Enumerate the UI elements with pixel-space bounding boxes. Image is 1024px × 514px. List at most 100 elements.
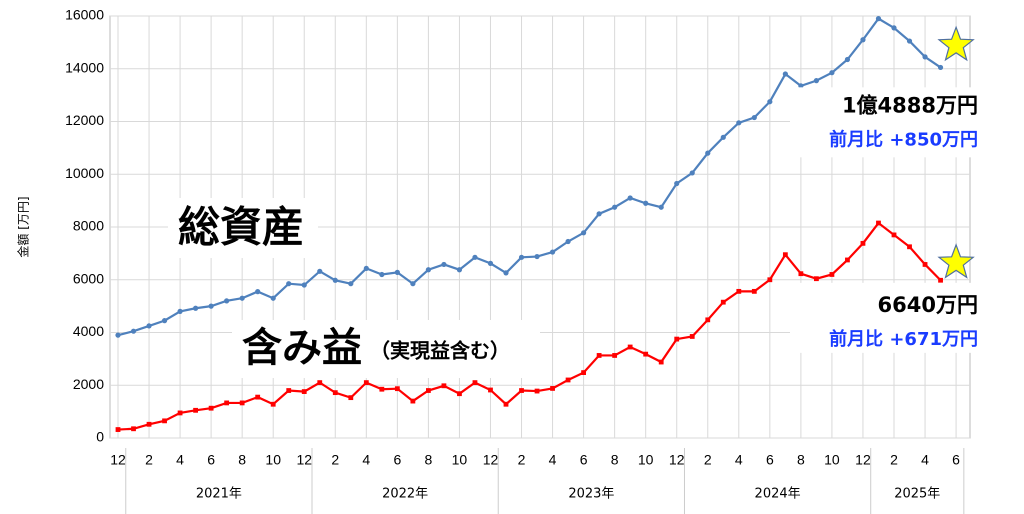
point (938, 277, 943, 283)
y-tick-label: 0 (96, 429, 104, 445)
point (208, 303, 214, 309)
x-tick-label: 12 (296, 452, 312, 468)
y-tick-label: 2000 (73, 376, 104, 392)
point (922, 54, 928, 60)
point (736, 120, 742, 126)
point (643, 200, 649, 206)
x-tick-label: 10 (265, 452, 281, 468)
point (177, 308, 183, 314)
point (906, 38, 913, 44)
point (348, 281, 354, 287)
point (860, 37, 866, 43)
point (813, 78, 820, 84)
year-label: 2024年 (755, 487, 801, 502)
point (425, 267, 431, 273)
point (115, 427, 121, 432)
point (674, 180, 680, 187)
label-bg (790, 87, 980, 158)
point (193, 407, 198, 413)
latest-label: 1億4888万円 (842, 93, 978, 117)
point (348, 395, 354, 401)
point (705, 317, 711, 323)
point (829, 70, 835, 76)
point (798, 271, 804, 277)
point (379, 386, 385, 392)
point (534, 388, 540, 394)
point (643, 351, 649, 357)
point (705, 150, 711, 156)
latest-star (937, 243, 975, 279)
x-tick-label: 4 (921, 452, 929, 468)
point (286, 388, 292, 393)
year-label: 2022年 (382, 487, 428, 502)
x-tick-label: 6 (952, 452, 960, 468)
series-note: （実現益含む） (370, 339, 510, 363)
y-tick-label: 10000 (65, 165, 104, 181)
point (658, 359, 664, 365)
x-tick-label: 4 (362, 452, 370, 468)
point (549, 249, 556, 255)
point (239, 295, 245, 301)
point (503, 270, 509, 276)
point (612, 353, 618, 358)
x-tick-label: 12 (483, 452, 499, 468)
latest-star (937, 25, 975, 62)
x-tick-label: 4 (549, 452, 557, 468)
x-tick-label: 2 (704, 452, 712, 468)
point (457, 391, 462, 397)
point (270, 295, 276, 301)
point (255, 394, 261, 400)
x-tick-label: 2 (890, 452, 898, 468)
point (332, 277, 338, 283)
point (317, 268, 323, 274)
x-tick-label: 2 (518, 452, 526, 468)
x-tick-label: 2 (331, 452, 339, 468)
point (410, 398, 416, 404)
point (146, 323, 152, 329)
point (782, 71, 788, 77)
label-bg (232, 320, 540, 378)
point (146, 421, 152, 427)
x-tick-label: 2 (145, 452, 153, 468)
point (131, 426, 136, 432)
y-tick-label: 16000 (65, 7, 104, 23)
point (876, 220, 881, 226)
x-tick-label: 6 (580, 452, 588, 468)
x-tick-label: 6 (207, 452, 215, 468)
point (922, 262, 928, 267)
x-tick-label: 12 (855, 452, 871, 468)
point (394, 269, 400, 275)
point (286, 281, 292, 287)
point (363, 380, 369, 386)
point (767, 99, 773, 105)
point (130, 328, 137, 334)
point (550, 386, 555, 391)
y-axis-label: 金額 [万円] (16, 196, 31, 257)
point (472, 380, 478, 386)
point (767, 277, 773, 283)
point (441, 383, 447, 389)
x-tick-label: 12 (110, 452, 126, 468)
point (441, 261, 447, 268)
point (751, 114, 757, 121)
series-line (117, 221, 942, 431)
point (519, 388, 524, 393)
x-tick-label: 8 (238, 452, 246, 468)
label-bg (790, 282, 980, 353)
y-tick-label: 8000 (73, 218, 104, 234)
x-tick-label: 8 (611, 452, 619, 468)
x-tick-label: 12 (669, 452, 685, 468)
x-tick-label: 6 (393, 452, 401, 468)
point (720, 134, 726, 140)
point (317, 380, 323, 386)
y-tick-label: 12000 (65, 112, 104, 128)
point (456, 267, 463, 273)
point (860, 240, 866, 246)
point (363, 265, 369, 272)
point (581, 230, 587, 236)
point (565, 377, 571, 383)
point (736, 288, 742, 294)
x-tick-label: 8 (797, 452, 805, 468)
point (193, 305, 199, 311)
point (891, 25, 897, 31)
